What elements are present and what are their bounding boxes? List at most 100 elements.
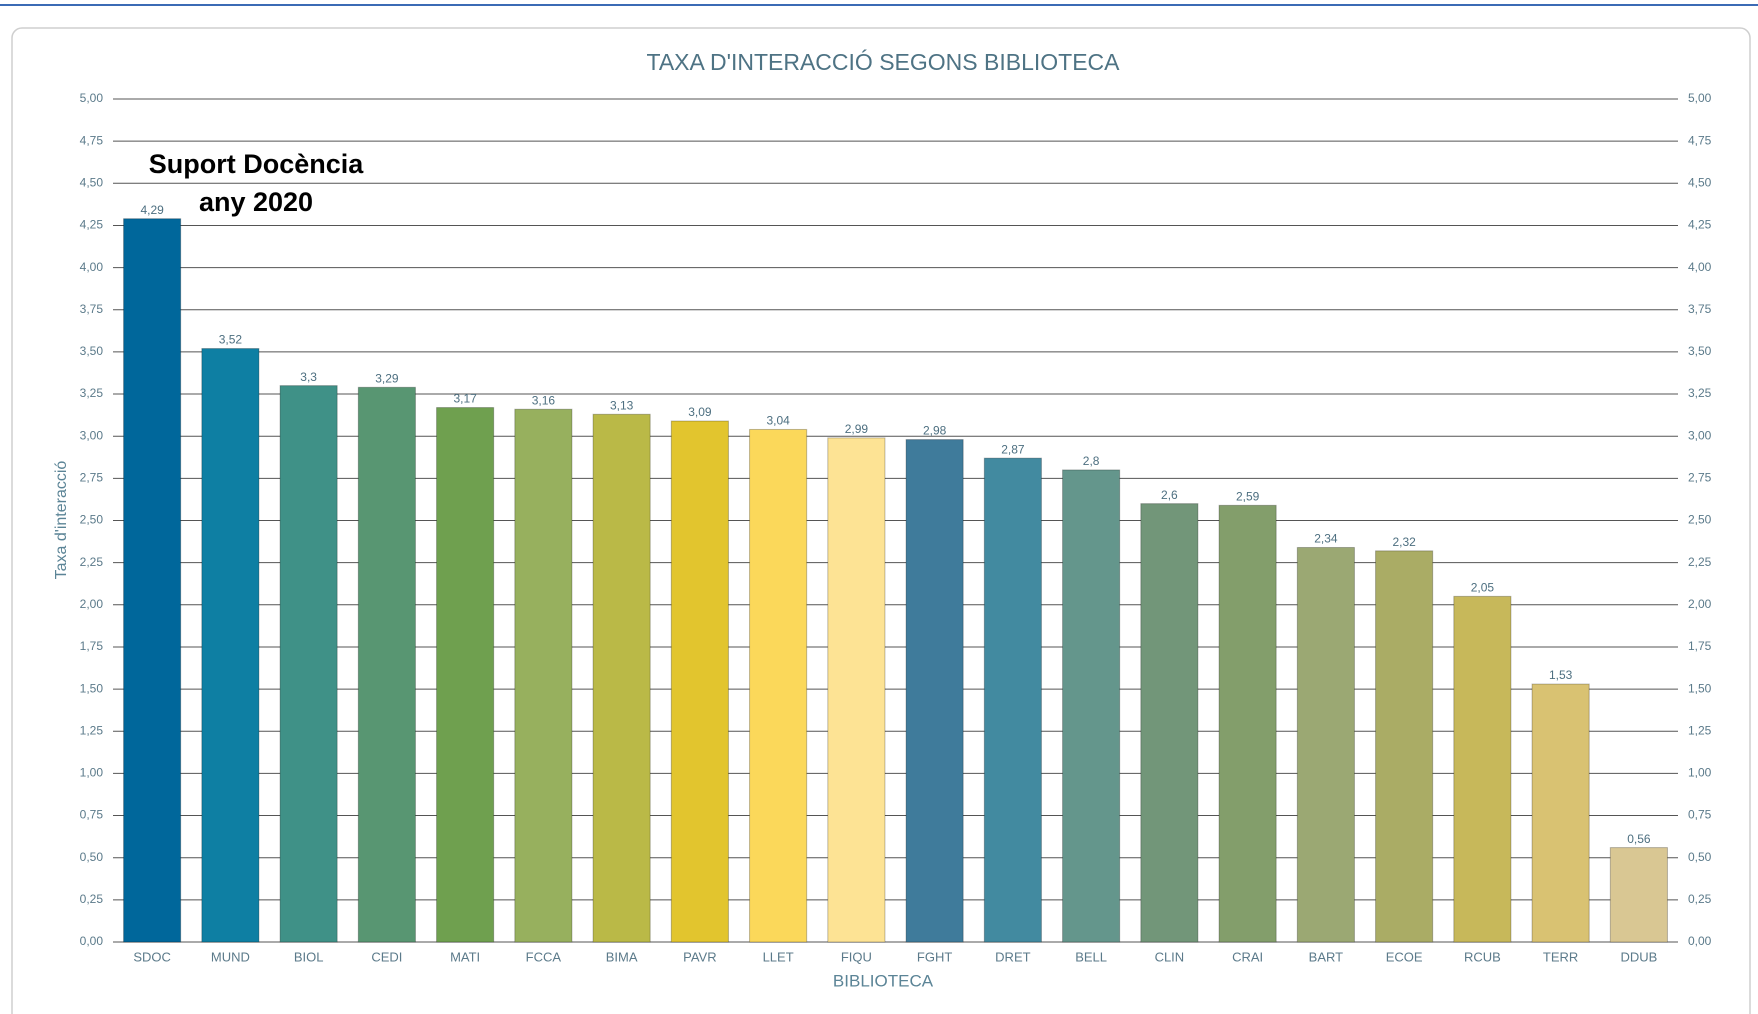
bar [436,407,495,943]
x-tick-label: CRAI [1232,949,1263,964]
x-tick-label: BIOL [294,949,324,964]
y2-tick-label: 2,75 [1688,471,1712,485]
value-label: 2,34 [1314,532,1338,546]
y2-tick-label: 4,75 [1688,133,1712,147]
x-tick-label: FCCA [526,949,562,964]
y2-tick-label: 0,75 [1688,808,1712,822]
annotation: any 2020 [199,187,313,217]
bar [1609,847,1668,943]
bar [279,385,338,943]
bar [905,439,964,943]
value-label: 3,09 [688,405,712,419]
y-tick-label: 5,00 [80,91,104,105]
y-tick-label: 2,25 [80,555,104,569]
x-tick-label: DDUB [1620,949,1657,964]
y-tick-label: 1,50 [80,681,104,695]
value-label: 3,13 [610,398,634,412]
y-tick-label: 4,00 [80,260,104,274]
value-label: 2,99 [845,422,869,436]
y2-tick-label: 0,00 [1688,934,1712,948]
value-label: 2,87 [1001,442,1025,456]
value-label: 1,53 [1549,668,1573,682]
value-label: 2,32 [1392,535,1416,549]
value-label: 3,52 [219,333,243,347]
value-label: 4,29 [140,203,164,217]
value-label: 3,16 [532,393,556,407]
y-tick-label: 4,75 [80,133,104,147]
chart-title: TAXA D'INTERACCIÓ SEGONS BIBLIOTECA [646,49,1120,75]
y-tick-label: 2,50 [80,513,104,527]
bar [357,386,416,943]
y2-tick-label: 1,25 [1688,723,1712,737]
y2-tick-label: 3,25 [1688,386,1712,400]
y-tick-label: 3,75 [80,302,104,316]
y2-tick-label: 0,25 [1688,892,1712,906]
y-tick-label: 2,00 [80,597,104,611]
bar [201,348,260,943]
y2-tick-label: 1,00 [1688,766,1712,780]
x-tick-label: RCUB [1464,949,1501,964]
x-tick-label: ECOE [1386,949,1423,964]
bar [1531,683,1590,943]
x-tick-label: TERR [1543,949,1578,964]
y-tick-label: 1,00 [80,766,104,780]
x-tick-label: SDOC [133,949,171,964]
value-label: 2,59 [1236,489,1260,503]
y-tick-label: 0,00 [80,934,104,948]
bar [827,437,886,943]
annotation: Suport Docència [149,149,365,179]
y-tick-label: 1,25 [80,723,104,737]
y2-tick-label: 3,00 [1688,428,1712,442]
bar [749,428,808,943]
value-label: 2,8 [1083,454,1100,468]
x-tick-label: FIQU [841,949,872,964]
bar [1453,595,1512,943]
y-tick-label: 1,75 [80,639,104,653]
bar [670,420,729,943]
bar [514,408,573,943]
x-tick-label: DRET [995,949,1030,964]
y-tick-label: 3,25 [80,386,104,400]
x-tick-label: BART [1309,949,1343,964]
value-label: 3,3 [300,370,317,384]
y2-tick-label: 0,50 [1688,850,1712,864]
x-tick-label: CLIN [1155,949,1185,964]
bar [1062,469,1121,943]
bar [123,218,182,943]
y2-tick-label: 2,25 [1688,555,1712,569]
y2-tick-label: 4,00 [1688,260,1712,274]
x-tick-label: FGHT [917,949,952,964]
y-tick-label: 0,25 [80,892,104,906]
y2-tick-label: 4,50 [1688,175,1712,189]
y-tick-label: 4,25 [80,218,104,232]
y-axis-label: Taxa d'interacció [53,461,70,580]
y2-tick-label: 3,75 [1688,302,1712,316]
x-tick-label: MUND [211,949,250,964]
x-tick-label: BELL [1075,949,1107,964]
y-tick-label: 0,50 [80,850,104,864]
x-tick-label: PAVR [683,949,716,964]
value-label: 2,6 [1161,488,1178,502]
x-tick-label: MATI [450,949,480,964]
x-tick-label: CEDI [371,949,402,964]
value-label: 3,29 [375,371,399,385]
y-tick-label: 2,75 [80,471,104,485]
y-tick-label: 3,00 [80,428,104,442]
y-tick-label: 3,50 [80,344,104,358]
y2-tick-label: 2,00 [1688,597,1712,611]
bar [1140,503,1199,943]
value-label: 2,05 [1471,581,1495,595]
value-label: 3,17 [453,392,477,406]
x-tick-label: LLET [763,949,794,964]
y2-tick-label: 1,75 [1688,639,1712,653]
y2-tick-label: 4,25 [1688,218,1712,232]
bar [983,457,1042,943]
bar [1218,504,1277,943]
value-label: 2,98 [923,424,947,438]
y2-tick-label: 2,50 [1688,513,1712,527]
value-label: 3,04 [766,414,790,428]
x-axis-label: BIBLIOTECA [833,971,934,990]
x-tick-label: BIMA [606,949,638,964]
y2-tick-label: 1,50 [1688,681,1712,695]
